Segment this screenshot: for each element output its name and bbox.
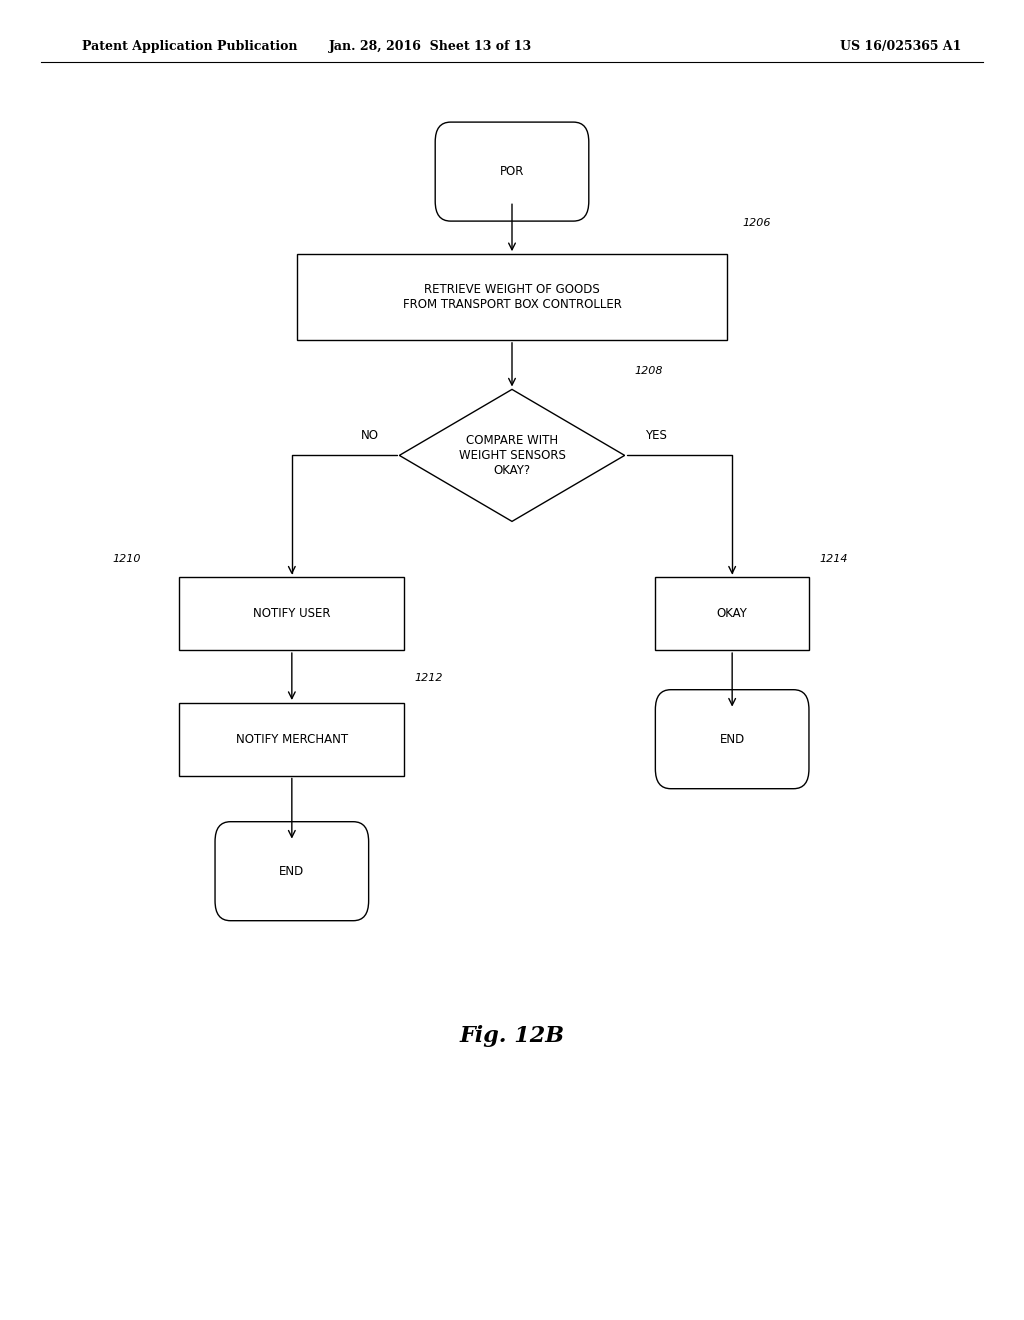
Text: COMPARE WITH
WEIGHT SENSORS
OKAY?: COMPARE WITH WEIGHT SENSORS OKAY? <box>459 434 565 477</box>
FancyBboxPatch shape <box>297 253 727 339</box>
Polygon shape <box>399 389 625 521</box>
FancyBboxPatch shape <box>655 577 809 649</box>
Text: NO: NO <box>360 429 379 442</box>
Text: Fig. 12B: Fig. 12B <box>460 1026 564 1047</box>
FancyBboxPatch shape <box>179 577 404 649</box>
Text: 1208: 1208 <box>635 366 664 376</box>
Text: YES: YES <box>645 429 667 442</box>
Text: 1214: 1214 <box>819 554 848 565</box>
FancyBboxPatch shape <box>179 704 404 776</box>
FancyBboxPatch shape <box>655 689 809 789</box>
Text: RETRIEVE WEIGHT OF GOODS
FROM TRANSPORT BOX CONTROLLER: RETRIEVE WEIGHT OF GOODS FROM TRANSPORT … <box>402 282 622 312</box>
Text: END: END <box>720 733 744 746</box>
Text: 1212: 1212 <box>415 673 443 682</box>
Text: 1206: 1206 <box>742 218 771 227</box>
Text: END: END <box>280 865 304 878</box>
Text: NOTIFY MERCHANT: NOTIFY MERCHANT <box>236 733 348 746</box>
Text: 1210: 1210 <box>113 554 141 565</box>
Text: POR: POR <box>500 165 524 178</box>
FancyBboxPatch shape <box>215 821 369 921</box>
Text: Patent Application Publication: Patent Application Publication <box>82 40 297 53</box>
FancyBboxPatch shape <box>435 123 589 220</box>
Text: US 16/025365 A1: US 16/025365 A1 <box>840 40 962 53</box>
Text: NOTIFY USER: NOTIFY USER <box>253 607 331 620</box>
Text: Jan. 28, 2016  Sheet 13 of 13: Jan. 28, 2016 Sheet 13 of 13 <box>329 40 531 53</box>
Text: OKAY: OKAY <box>717 607 748 620</box>
